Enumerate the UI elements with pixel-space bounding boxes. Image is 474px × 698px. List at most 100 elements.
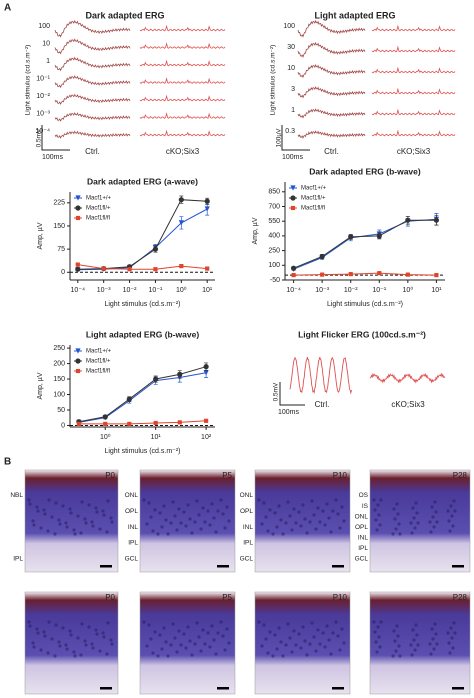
histology-image: [254, 469, 351, 573]
cell: [314, 527, 318, 531]
marker: [75, 215, 81, 221]
cell: [206, 509, 210, 513]
layer-label: IPL: [358, 545, 368, 552]
y-tick-label: 150: [53, 223, 65, 230]
cell: [334, 498, 338, 502]
cell: [54, 501, 58, 505]
cell: [73, 532, 77, 536]
panel-label: B: [4, 457, 11, 468]
marker: [76, 421, 81, 426]
cell: [284, 643, 288, 647]
cell: [153, 508, 157, 512]
cell: [190, 653, 194, 657]
y-tick-label: 150: [53, 376, 65, 383]
cell: [39, 526, 43, 530]
stimulus-label: 10⁻¹: [36, 75, 50, 82]
cell: [323, 523, 327, 527]
cell: [294, 521, 298, 525]
cell: [79, 531, 83, 535]
marker: [126, 396, 132, 402]
trace: [297, 42, 366, 58]
cell: [64, 521, 68, 525]
cell: [415, 633, 419, 637]
cell: [197, 635, 201, 639]
cell: [179, 643, 183, 647]
scale-label: 100ms: [282, 154, 304, 161]
cell: [415, 511, 419, 515]
layer-label: IPL: [243, 540, 253, 547]
cell: [110, 520, 114, 524]
y-tick-label: 50: [57, 407, 65, 414]
cell: [57, 518, 61, 522]
cell: [329, 530, 333, 534]
layer-label: NBL: [10, 492, 23, 499]
trace: [139, 77, 226, 84]
marker: [103, 421, 108, 426]
cell: [379, 498, 383, 502]
cell: [91, 524, 95, 528]
cell: [308, 520, 312, 524]
x-tick-label: 10⁻²: [344, 287, 358, 294]
cell: [373, 630, 377, 634]
layer-label: IS: [362, 503, 369, 510]
marker: [101, 266, 106, 271]
cell: [429, 530, 433, 534]
axis-title: Light stimulus (cd.s.m⁻²): [104, 301, 180, 308]
y-tick-label: 0: [61, 422, 65, 429]
cell: [397, 644, 401, 648]
cell: [377, 635, 381, 639]
axis-title: Light stimulus (cd.s.m⁻²): [104, 448, 180, 455]
cell: [50, 637, 54, 641]
cell: [35, 505, 39, 509]
cell: [177, 507, 181, 511]
series-line: [77, 264, 208, 270]
cell: [175, 528, 179, 532]
cell: [142, 620, 146, 624]
cell: [158, 511, 162, 515]
histology-image: [139, 591, 236, 695]
y-tick-label: 250: [268, 247, 280, 254]
layer-label: ONL: [240, 492, 254, 499]
trace: [371, 129, 456, 137]
cell: [325, 502, 329, 506]
cell: [303, 639, 307, 643]
cell: [448, 651, 452, 655]
scale-bar: [217, 687, 229, 690]
cell: [331, 509, 335, 513]
trace: [297, 130, 366, 139]
scale-label: 100µV: [276, 128, 283, 148]
cell: [182, 632, 186, 636]
cell: [446, 631, 450, 635]
marker: [290, 265, 297, 271]
layer-label: INL: [128, 524, 139, 531]
cell: [147, 501, 151, 505]
age-label: P28: [453, 593, 468, 602]
cell: [394, 527, 398, 531]
trace: [139, 112, 226, 119]
cell: [164, 640, 168, 644]
trace: [297, 64, 366, 78]
cell: [206, 631, 210, 635]
marker: [177, 371, 183, 377]
cell: [91, 646, 95, 650]
legend-label: Macf1fl/+: [86, 359, 111, 365]
group-label: cKO;Six3: [397, 147, 431, 156]
stimulus-label: 1: [46, 58, 50, 65]
cell: [84, 643, 88, 647]
scale-label: 100ms: [278, 409, 300, 416]
cell: [392, 629, 396, 633]
layer-label: OPL: [355, 524, 368, 531]
cell: [106, 621, 110, 625]
cell: [90, 642, 94, 646]
cell: [398, 532, 402, 536]
cell: [102, 635, 106, 639]
cell: [223, 526, 227, 530]
series-line: [293, 218, 437, 270]
trace-title: Light Flicker ERG (100cd.s.m⁻²): [298, 329, 426, 339]
x-tick-label: 10¹: [151, 434, 162, 441]
cell: [266, 651, 270, 655]
cell: [342, 519, 346, 523]
cell: [109, 638, 113, 642]
x-tick-label: 10¹: [202, 287, 213, 294]
cell: [47, 620, 51, 624]
